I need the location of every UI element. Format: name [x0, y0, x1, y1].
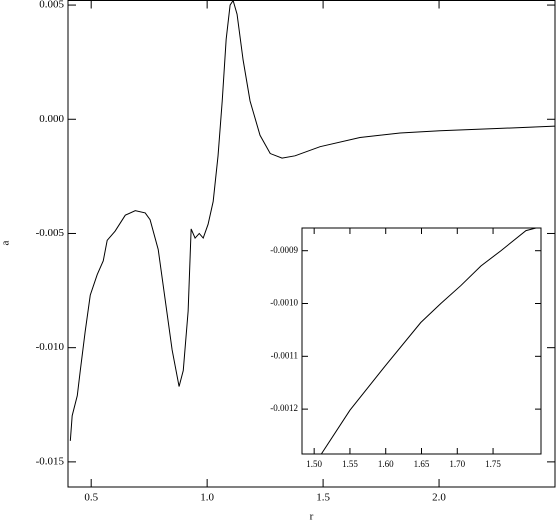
x-tick-label: 1.0 [200, 492, 214, 504]
x-tick-label: 1.75 [485, 459, 501, 469]
y-tick-label: -0.010 [36, 341, 65, 353]
y-tick-label: -0.005 [36, 227, 65, 239]
y-tick-label: -0.0010 [270, 298, 298, 308]
x-tick-label: 1.60 [378, 459, 394, 469]
x-axis-label: r [310, 511, 314, 523]
series [69, 0, 555, 441]
y-tick-label: -0.0012 [270, 403, 298, 413]
series [320, 228, 537, 454]
x-tick-label: 2.0 [432, 492, 446, 504]
y-tick-label: -0.015 [36, 455, 65, 467]
x-tick-label: 1.70 [449, 459, 465, 469]
data-line [320, 228, 537, 454]
y-tick-label: 0.005 [39, 0, 64, 11]
inset-plot: 1.50 1.55 1.60 1.65 1.70 1.75 -0.0012 -0.0011 -0… [270, 227, 542, 469]
y-axis-label: a [0, 240, 12, 245]
x-tick-label: 1.5 [316, 492, 330, 504]
x-tick-label: 1.50 [306, 459, 322, 469]
y-tick-label: 0.000 [39, 113, 64, 125]
x-tick-label: 0.5 [84, 492, 98, 504]
x-tick-label: 1.55 [342, 459, 358, 469]
y-tick-label: -0.0009 [270, 245, 298, 255]
data-line [69, 0, 555, 441]
x-tick-label: 1.65 [414, 459, 430, 469]
plot-frame [301, 227, 542, 455]
y-tick-label: -0.0011 [271, 350, 298, 360]
